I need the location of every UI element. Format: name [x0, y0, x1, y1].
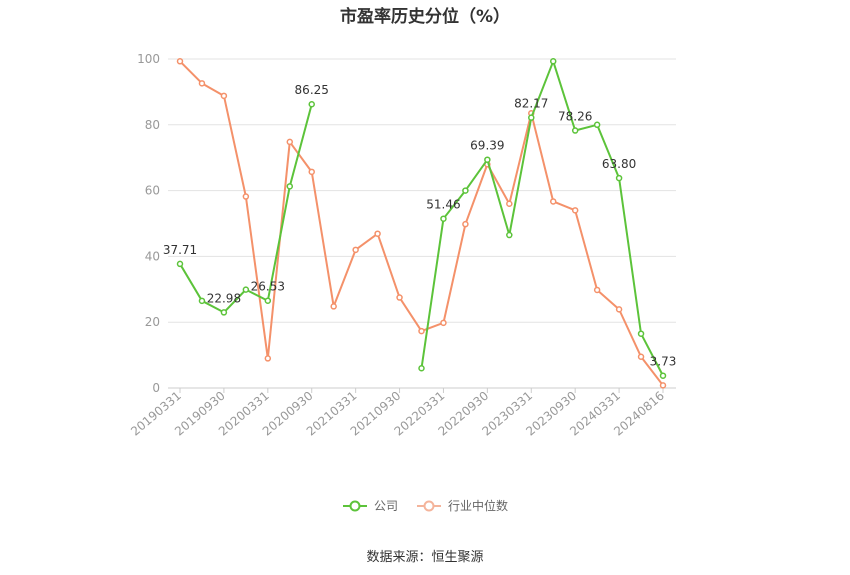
data-point-company	[198, 297, 206, 305]
data-point-company	[220, 309, 228, 316]
y-tick-label: 60	[145, 184, 160, 198]
data-point-company	[484, 156, 491, 163]
data-point-company	[462, 187, 469, 194]
data-label: 86.25	[295, 83, 329, 97]
data-point-company	[308, 100, 315, 108]
legend-item-industry[interactable]: 行业中位数	[416, 497, 508, 514]
data-label: 37.71	[163, 243, 197, 257]
data-point-industry	[374, 230, 381, 237]
data-point-industry	[549, 198, 557, 205]
data-point-company	[242, 286, 250, 293]
chart-title: 市盈率历史分位（%）	[339, 7, 511, 27]
data-point-industry	[220, 92, 228, 100]
data-point-company	[176, 260, 184, 268]
data-point-industry	[615, 306, 623, 313]
data-label: 3.73	[650, 355, 677, 369]
data-point-company	[637, 330, 645, 337]
y-tick-label: 0	[152, 381, 160, 395]
data-point-industry	[352, 246, 359, 254]
data-point-industry	[506, 200, 513, 208]
data-label: 69.39	[470, 139, 504, 153]
data-point-industry	[264, 355, 272, 362]
data-label: 63.80	[602, 157, 636, 171]
data-point-industry	[330, 303, 337, 310]
data-point-company	[659, 372, 667, 379]
data-point-company	[571, 127, 579, 134]
data-point-industry	[308, 168, 315, 176]
data-point-industry	[659, 382, 667, 389]
data-point-industry	[462, 220, 469, 228]
legend-industry-marker-icon	[417, 500, 441, 511]
data-point-company	[506, 231, 513, 239]
series-line-company	[420, 60, 664, 377]
series-line-company	[179, 103, 313, 314]
y-tick-label: 20	[145, 315, 160, 329]
data-point-company	[286, 183, 294, 190]
pe-percentile-chart: 0204060801002019033120190930202003312020…	[128, 52, 677, 439]
data-point-company	[418, 365, 425, 372]
data-point-industry	[418, 327, 425, 335]
data-point-industry	[286, 138, 294, 146]
legend-company-marker-icon	[342, 500, 367, 511]
y-tick-label: 100	[137, 52, 160, 66]
data-label: 82.17	[514, 97, 548, 111]
data-label: 78.26	[558, 110, 592, 124]
data-point-company	[440, 215, 447, 222]
data-label: 51.46	[426, 198, 460, 212]
legend-industry-label: 行业中位数	[448, 499, 509, 513]
source-note: 数据来源：恒生聚源	[366, 550, 484, 565]
y-tick-label: 80	[145, 118, 160, 132]
legend-item-company[interactable]: 公司	[342, 497, 398, 514]
y-tick-label: 40	[145, 249, 160, 263]
data-label: 26.53	[251, 280, 285, 294]
data-point-company	[593, 121, 601, 129]
data-label: 22.98	[207, 291, 241, 305]
data-point-industry	[593, 286, 601, 294]
data-point-industry	[637, 353, 645, 360]
data-point-company	[528, 114, 535, 121]
data-point-company	[264, 297, 272, 304]
data-point-company	[549, 58, 557, 65]
data-point-industry	[176, 58, 184, 65]
data-point-industry	[571, 207, 579, 214]
data-point-company	[615, 174, 623, 182]
data-point-industry	[440, 319, 447, 327]
legend-company-label: 公司	[373, 499, 398, 513]
legend: 公司 行业中位数	[0, 497, 850, 514]
data-point-industry	[242, 193, 250, 200]
data-point-industry	[198, 80, 206, 87]
data-point-industry	[396, 294, 403, 301]
